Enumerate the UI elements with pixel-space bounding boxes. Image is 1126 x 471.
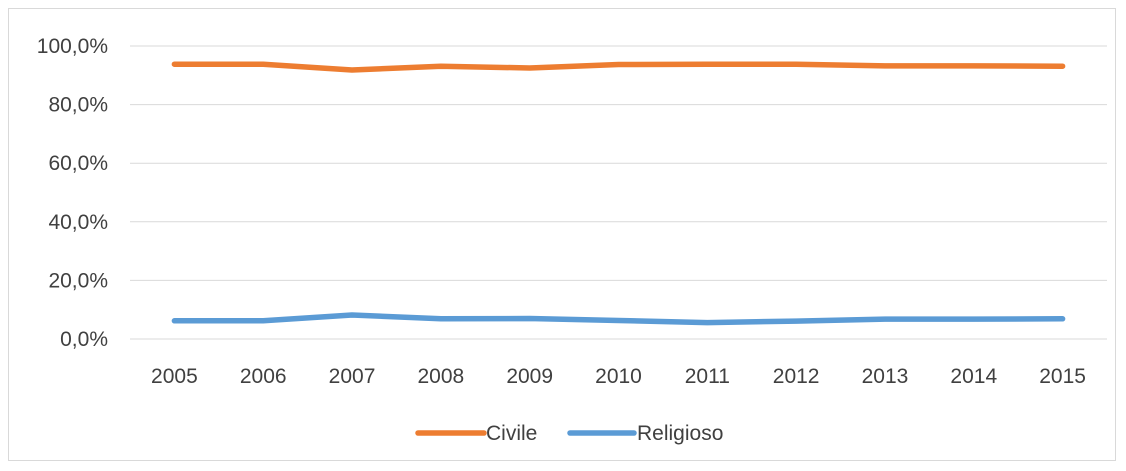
y-tick-label: 20,0%: [48, 269, 108, 292]
y-tick-label: 60,0%: [48, 152, 108, 175]
x-tick-label: 2005: [151, 365, 198, 388]
x-tick-label: 2011: [685, 365, 730, 388]
x-tick-label: 2015: [1039, 365, 1086, 388]
y-axis: 0,0% 20,0% 40,0% 60,0% 80,0% 100,0%: [37, 35, 108, 351]
y-tick-label: 100,0%: [37, 35, 108, 58]
x-tick-label: 2013: [862, 365, 909, 388]
x-tick-label: 2009: [506, 365, 553, 388]
series-line-civile: [171, 61, 1066, 73]
x-tick-label: 2012: [773, 365, 820, 388]
x-axis: 2005 2006 2007 2008 2009 2010 2011 2012 2013 2014…: [151, 365, 1086, 388]
x-tick-label: 2007: [329, 365, 376, 388]
x-tick-label: 2010: [595, 365, 642, 388]
legend-label: Religioso: [637, 422, 723, 445]
y-tick-label: 80,0%: [48, 94, 108, 117]
chart-frame: [8, 8, 1116, 461]
gridlines: [130, 45, 1107, 340]
series-line-religioso: [171, 312, 1066, 326]
series-lines: [171, 61, 1066, 326]
y-tick-label: 40,0%: [48, 211, 108, 234]
legend: Civile Religioso: [415, 422, 723, 445]
legend-label: Civile: [486, 422, 537, 445]
x-tick-label: 2008: [418, 365, 465, 388]
x-tick-label: 2014: [950, 365, 997, 388]
y-tick-label: 0,0%: [60, 328, 108, 351]
x-tick-label: 2006: [240, 365, 287, 388]
